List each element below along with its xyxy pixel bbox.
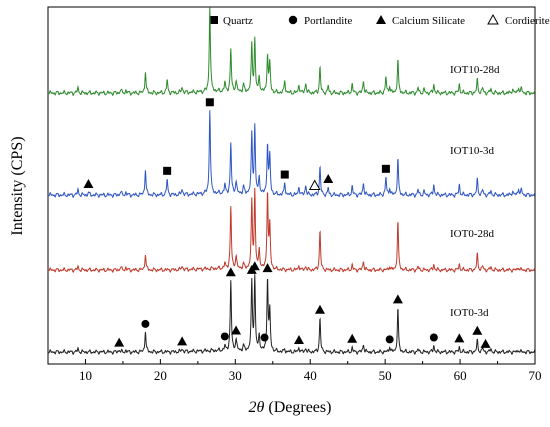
phase-marker-filled-triangle-22 [392,294,403,304]
series-line-iot0-3d [47,274,536,356]
phase-marker-filled-triangle-13 [177,336,188,346]
x-tick-label-30: 30 [229,368,242,383]
legend-label-calcium-silicate: Calcium Silicate [392,15,465,27]
series-layer [47,7,536,356]
phase-marker-filled-triangle-25 [480,338,491,348]
plot-frame [47,6,536,365]
phase-marker-filled-triangle-19 [293,335,304,345]
x-axis-label: 2θ (Degrees) [249,399,332,416]
phase-marker-filled-circle-8 [220,332,229,341]
phase-marker-filled-square-1 [205,98,214,107]
series-label-iot10-3d: IOT10-3d [450,145,494,157]
y-axis-label: Intensity (CPS) [9,136,26,235]
phase-marker-filled-triangle-18 [262,263,273,273]
x-tick-label-60: 60 [454,368,467,383]
x-axis-label-unit: (Degrees) [264,399,331,416]
x-tick-label-70: 70 [529,368,542,383]
legend-marker-calcium-silicate [376,15,386,24]
phase-marker-filled-triangle-4 [83,179,94,189]
legend-marker-portlandite [288,15,298,25]
legend-label-cordierite: Cordierite [505,15,550,27]
phase-marker-filled-triangle-17 [249,261,260,271]
phase-marker-filled-square-3 [381,164,390,173]
legend-marker-quartz [210,16,218,24]
x-tick-label-50: 50 [379,368,392,383]
series-label-iot10-28d: IOT10-28d [450,64,500,76]
x-tick-label-10: 10 [79,368,92,383]
phase-marker-filled-circle-9 [260,333,269,342]
phase-marker-filled-circle-10 [385,335,394,344]
series-label-iot0-3d: IOT0-3d [450,307,489,319]
phase-marker-filled-triangle-23 [454,333,465,343]
series-line-iot10-3d [47,110,536,199]
series-line-iot0-28d [47,187,536,273]
phase-marker-filled-triangle-15 [231,325,242,335]
phase-marker-filled-triangle-5 [323,174,334,184]
series-label-iot0-28d: IOT0-28d [450,228,494,240]
phase-marker-filled-square-2 [280,170,289,179]
phase-marker-filled-triangle-20 [314,304,325,314]
phase-marker-filled-circle-11 [429,333,438,342]
series-label-layer: IOT10-28d IOT10-3d IOT0-28d IOT0-3d [450,64,500,319]
phase-marker-filled-triangle-12 [114,337,125,347]
x-tick-label-40: 40 [304,368,317,383]
phase-marker-filled-triangle-21 [347,333,358,343]
legend-label-portlandite: Portlandite [304,15,352,27]
legend-marker-cordierite [487,13,499,25]
phase-marker-filled-circle-7 [141,319,150,328]
legend-label-quartz: Quartz [223,15,253,27]
legend: Quartz Portlandite Calcium Silicate Cord… [210,13,550,27]
phase-marker-filled-triangle-24 [472,325,483,335]
x-tick-label-20: 20 [154,368,167,383]
x-axis-ticks: 10 20 30 40 50 60 70 [47,359,542,383]
x-axis-label-symbol: 2θ [249,399,265,416]
phase-marker-filled-triangle-14 [225,267,236,277]
series-line-iot10-28d [47,7,536,97]
phase-marker-layer [83,98,491,348]
phase-marker-open-triangle-6 [308,179,321,190]
phase-marker-filled-square-0 [163,166,172,175]
